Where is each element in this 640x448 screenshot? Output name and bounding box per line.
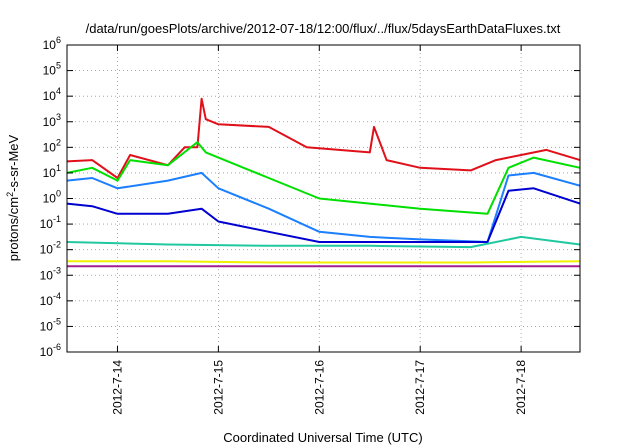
y-tick-base: 10 <box>40 268 54 282</box>
series-line-2 <box>66 141 581 215</box>
y-tick-base: 10 <box>40 243 54 257</box>
y-axis-label-tail: -s-sr-MeV <box>6 134 21 191</box>
y-tick-exponent: -3 <box>53 265 61 275</box>
y-axis-label-main: protons/cm <box>6 197 21 261</box>
x-tick-label: 2012-7-18 <box>514 360 528 415</box>
y-tick-exponent: -4 <box>53 291 61 301</box>
series-group <box>66 97 581 268</box>
series-line-1 <box>66 97 581 179</box>
y-tick-base: 10 <box>40 294 54 308</box>
y-tick-exponent: -5 <box>53 316 61 326</box>
y-tick-exponent: -6 <box>53 342 61 352</box>
y-tick-label: 10-5 <box>40 316 61 333</box>
x-tick-label: 2012-7-14 <box>110 360 124 415</box>
y-tick-exponent: -2 <box>53 240 61 250</box>
series-line-5 <box>66 235 581 249</box>
y-tick-exponent: 2 <box>56 137 61 147</box>
y-axis: 10-610-510-410-310-210-11001011021031041… <box>40 35 580 359</box>
y-tick-exponent: -1 <box>53 214 61 224</box>
series-line-6 <box>67 260 581 264</box>
x-axis: 2012-7-14 2012-7-15 2012-7-16 2012-7-17 2012… <box>110 45 528 415</box>
y-tick-label: 103 <box>43 112 61 129</box>
y-tick-exponent: 6 <box>56 35 61 45</box>
y-tick-base: 10 <box>43 115 57 129</box>
y-tick-label: 106 <box>43 35 61 52</box>
x-tick-label: 2012-7-16 <box>312 360 326 415</box>
y-tick-label: 10-6 <box>40 342 61 359</box>
y-tick-base: 10 <box>40 217 54 231</box>
series-line-4 <box>66 187 581 243</box>
y-tick-exponent: 0 <box>56 189 61 199</box>
y-tick-exponent: 5 <box>56 61 61 71</box>
y-tick-base: 10 <box>43 89 57 103</box>
y-tick-label: 10-3 <box>40 265 61 282</box>
y-tick-label: 104 <box>43 86 61 103</box>
y-tick-label: 102 <box>43 137 61 154</box>
y-tick-label: 105 <box>43 61 61 78</box>
y-tick-exponent: 4 <box>56 86 61 96</box>
y-tick-base: 10 <box>40 345 54 359</box>
x-tick-label: 2012-7-17 <box>413 360 427 415</box>
y-tick-label: 10-2 <box>40 240 61 257</box>
y-tick-label: 100 <box>43 189 61 206</box>
y-tick-exponent: 1 <box>56 163 61 173</box>
y-tick-base: 10 <box>40 319 54 333</box>
y-tick-base: 10 <box>43 140 57 154</box>
y-tick-label: 101 <box>43 163 61 180</box>
y-tick-exponent: 3 <box>56 112 61 122</box>
x-axis-label: Coordinated Universal Time (UTC) <box>223 430 422 445</box>
y-tick-base: 10 <box>43 166 57 180</box>
y-axis-label: protons/cm2-s-sr-MeV <box>5 134 21 261</box>
y-tick-base: 10 <box>43 64 57 78</box>
y-tick-label: 10-4 <box>40 291 61 308</box>
y-tick-base: 10 <box>43 192 57 206</box>
y-tick-label: 10-1 <box>40 214 61 231</box>
x-tick-label: 2012-7-15 <box>211 360 225 415</box>
y-axis-label-sup: 2 <box>5 192 15 197</box>
y-tick-base: 10 <box>43 38 57 52</box>
series-line-3 <box>66 171 581 243</box>
chart-title: /data/run/goesPlots/archive/2012-07-18/1… <box>86 21 561 36</box>
